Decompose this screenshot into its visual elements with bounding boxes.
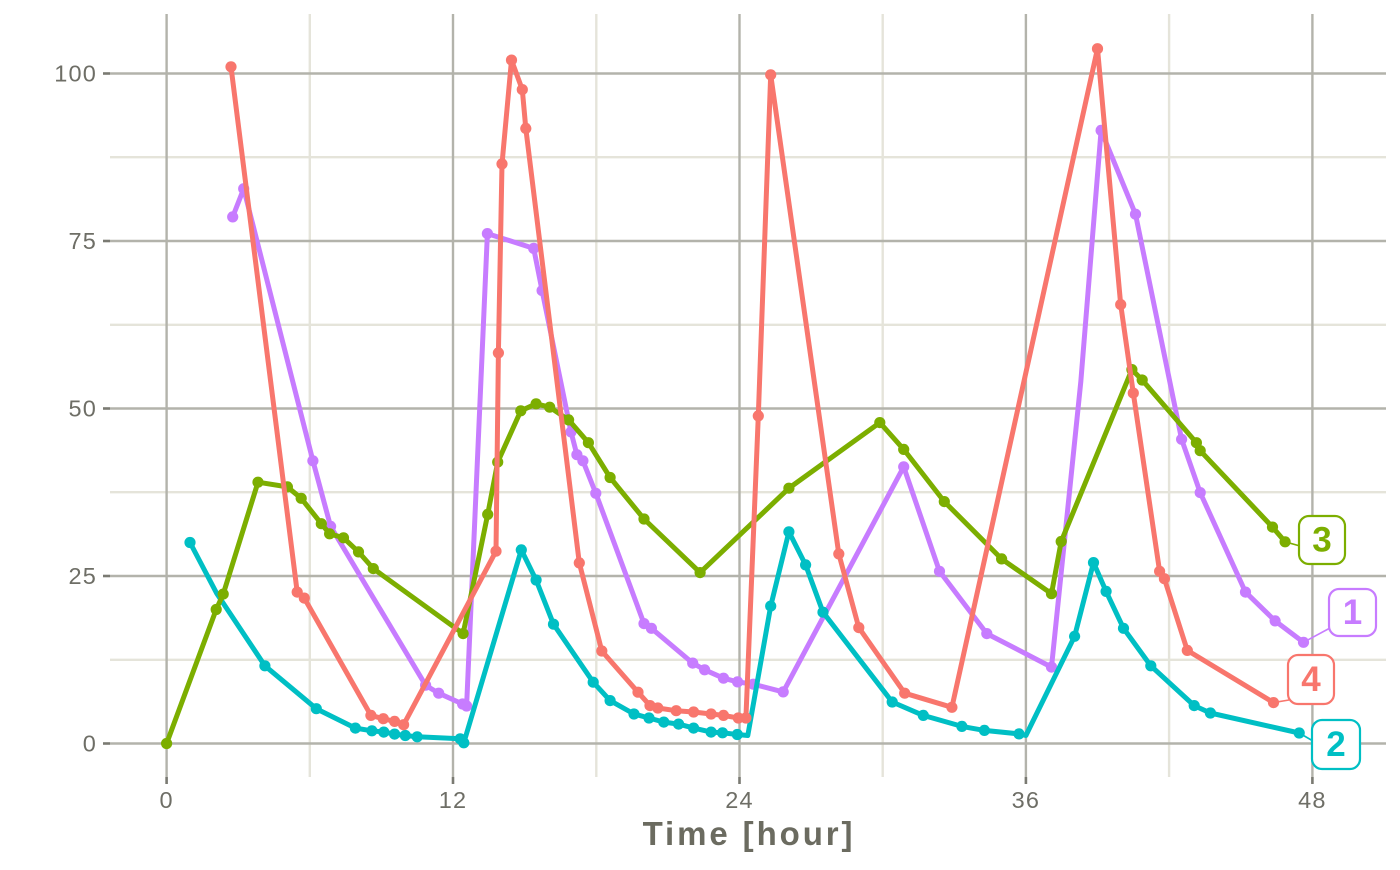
svg-text:Time [hour]: Time [hour] bbox=[643, 815, 856, 852]
svg-text:0: 0 bbox=[159, 787, 173, 813]
svg-text:100: 100 bbox=[54, 61, 97, 87]
svg-text:12: 12 bbox=[439, 787, 468, 813]
svg-text:3: 3 bbox=[1312, 521, 1331, 560]
svg-text:2: 2 bbox=[1326, 725, 1345, 764]
svg-text:0: 0 bbox=[83, 731, 97, 757]
svg-text:48: 48 bbox=[1298, 787, 1327, 813]
svg-text:75: 75 bbox=[68, 228, 97, 254]
svg-text:25: 25 bbox=[68, 563, 97, 589]
svg-text:50: 50 bbox=[68, 396, 97, 422]
svg-text:4: 4 bbox=[1301, 660, 1321, 699]
svg-text:1: 1 bbox=[1343, 593, 1362, 632]
svg-text:24: 24 bbox=[725, 787, 754, 813]
svg-text:36: 36 bbox=[1012, 787, 1041, 813]
